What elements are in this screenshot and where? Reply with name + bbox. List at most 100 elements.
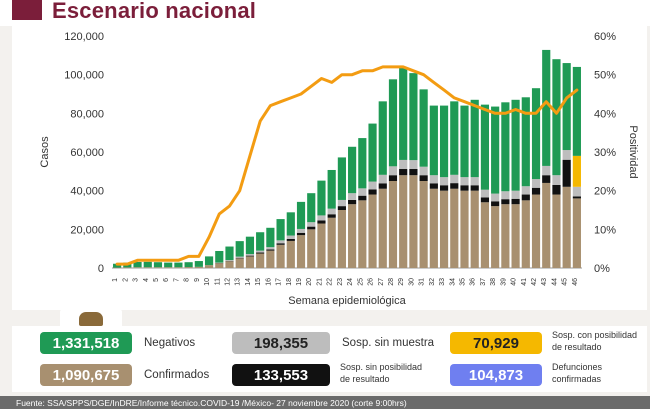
x-tick-label: 29: [398, 278, 405, 286]
bar-confirmados: [552, 194, 561, 268]
negativos-value: 1,331,518: [40, 332, 132, 354]
x-tick-label: 21: [316, 278, 323, 286]
x-tick-label: 44: [551, 278, 558, 286]
bar-confirmados: [419, 181, 428, 268]
bar-confirmados: [153, 267, 163, 268]
confirmados-value: 1,090,675: [40, 364, 132, 386]
bar-confirmados: [480, 202, 490, 268]
x-tick-label: 19: [296, 278, 303, 286]
bar-sosp_sin_posibilidad: [245, 255, 255, 257]
y-tick-label: 60,000: [70, 147, 104, 159]
y-axis-title: Casos: [39, 136, 51, 168]
x-tick-label: 4: [143, 278, 150, 282]
bar-sosp_sin_posibilidad: [521, 194, 530, 201]
x-tick-label: 11: [214, 278, 221, 285]
bar-confirmados: [460, 190, 469, 268]
confirmados-label: Confirmados: [144, 369, 210, 381]
bar-sosp_sin_posibilidad: [470, 185, 479, 191]
bar-sosp_sin_posibilidad: [439, 185, 449, 191]
bar-sosp_sin_posibilidad: [256, 252, 265, 254]
bar-sosp_sin_muestra: [348, 193, 357, 200]
bar-sosp_sin_muestra: [480, 189, 490, 198]
x-tick-label: 46: [572, 278, 579, 286]
bar-sosp_sin_muestra: [501, 191, 510, 200]
bar-sosp_sin_posibilidad: [368, 189, 377, 195]
x-tick-label: 36: [470, 278, 477, 286]
x-tick-label: 28: [388, 278, 395, 286]
bar-confirmados: [143, 267, 152, 268]
bar-sosp_sin_posibilidad: [562, 159, 571, 187]
bar-sosp_sin_muestra: [399, 159, 408, 170]
sosp-sin-posibilidad-label-1: Sosp. sin posibilidad: [340, 362, 423, 372]
bar-sosp_sin_posibilidad: [480, 197, 490, 203]
bar-sosp_sin_muestra: [419, 166, 428, 176]
x-tick-label: 1: [112, 278, 119, 282]
y-tick-label: 120,000: [64, 31, 104, 43]
bar-confirmados: [368, 194, 377, 268]
y-tick-label: 20,000: [70, 224, 104, 236]
bar-sosp_sin_posibilidad: [572, 196, 581, 199]
y2-tick-label: 60%: [594, 31, 616, 43]
sosp-sin-muestra-value: 198,355: [232, 332, 330, 354]
bar-negativos: [296, 201, 306, 229]
x-tick-label: 25: [357, 278, 364, 286]
source-note: Fuente: SSA/SPPS/DGE/InDRE/Informe técni…: [16, 398, 407, 408]
bar-negativos: [317, 180, 326, 216]
bar-confirmados: [276, 244, 285, 268]
bar-confirmados: [123, 267, 132, 268]
bar-negativos: [153, 262, 163, 268]
x-axis-title: Semana epidemiológica: [288, 295, 406, 307]
x-tick-label: 7: [173, 278, 180, 282]
x-tick-label: 14: [245, 278, 252, 286]
bar-sosp_sin_posibilidad: [317, 220, 326, 224]
bar-sosp_sin_muestra: [409, 160, 418, 170]
bar-sosp_sin_muestra: [225, 260, 234, 261]
bar-negativos: [307, 193, 316, 223]
x-tick-label: 20: [306, 278, 313, 286]
bar-sosp_sin_muestra: [470, 177, 479, 186]
x-tick-label: 40: [511, 278, 518, 286]
defunciones-label-2: confirmadas: [552, 374, 602, 384]
bar-confirmados: [572, 198, 581, 268]
bar-sosp_sin_muestra: [460, 177, 469, 186]
bar-negativos: [113, 263, 122, 268]
defunciones-value: 104,873: [450, 364, 542, 386]
x-tick-label: 24: [347, 278, 354, 286]
bar-sosp_sin_posibilidad: [501, 199, 510, 205]
bar-confirmados: [256, 253, 265, 268]
bar-sosp_sin_posibilidad: [552, 184, 561, 195]
bar-negativos: [286, 212, 295, 236]
bar-sosp_sin_posibilidad: [286, 239, 295, 241]
bar-confirmados: [399, 175, 408, 268]
title-bar: Escenario nacional: [0, 0, 650, 26]
bar-sosp_sin_posibilidad: [296, 232, 306, 236]
bar-confirmados: [429, 188, 438, 268]
bar-confirmados: [307, 229, 316, 268]
y2-tick-label: 40%: [594, 108, 616, 120]
bar-sosp_sin_muestra: [358, 188, 367, 196]
bar-negativos: [133, 262, 142, 268]
x-tick-label: 27: [378, 278, 385, 286]
bar-sosp_sin_posibilidad: [327, 214, 336, 218]
bar-sosp_sin_muestra: [327, 208, 336, 215]
bar-negativos: [572, 66, 581, 156]
bar-confirmados: [184, 267, 193, 268]
bar-confirmados: [204, 265, 214, 268]
bar-sosp_sin_posibilidad: [429, 183, 438, 189]
bar-sosp_sin_muestra: [439, 177, 449, 186]
positividad-line: [115, 65, 579, 266]
y-tick-label: 100,000: [64, 70, 104, 82]
defunciones-label-1: Defunciones: [552, 362, 603, 372]
bar-sosp_sin_muestra: [245, 254, 255, 256]
x-tick-label: 38: [490, 278, 497, 286]
x-tick-label: 33: [439, 278, 446, 286]
bar-confirmados: [317, 223, 326, 268]
bar-sosp_sin_muestra: [491, 193, 500, 202]
bar-sosp_sin_muestra: [317, 215, 326, 221]
bar-sosp_sin_posibilidad: [348, 199, 357, 205]
bar-sosp_sin_posibilidad: [399, 169, 408, 176]
bar-sosp_sin_muestra: [296, 228, 306, 233]
bar-negativos: [409, 73, 418, 161]
y2-axis-title: Positividad: [627, 125, 639, 178]
bar-confirmados: [215, 263, 224, 268]
